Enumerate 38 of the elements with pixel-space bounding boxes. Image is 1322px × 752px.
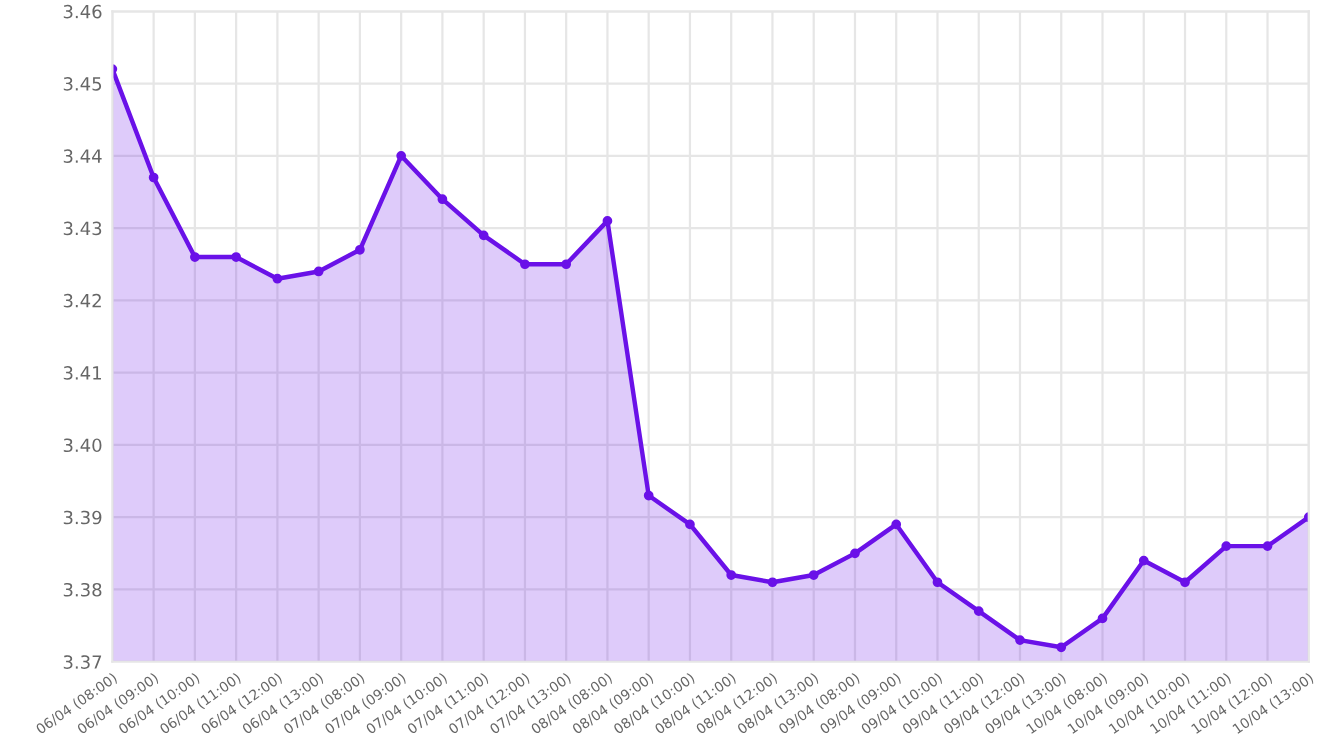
point [808, 570, 819, 580]
point [355, 244, 365, 255]
y-tick-label: 3.39 [63, 510, 102, 525]
point [190, 252, 200, 262]
point [850, 548, 860, 559]
point [726, 570, 737, 580]
point [1221, 541, 1232, 551]
y-tick-label: 3.42 [63, 293, 101, 308]
point [231, 252, 241, 262]
point [272, 273, 283, 284]
point [1097, 613, 1108, 624]
point [602, 216, 613, 226]
point [396, 150, 407, 161]
y-tick-label: 3.46 [63, 4, 102, 19]
point [932, 577, 943, 588]
point [478, 230, 489, 241]
y-tick-label: 3.37 [63, 655, 102, 669]
point [643, 490, 654, 501]
point [891, 519, 902, 530]
point [1262, 541, 1273, 551]
point [685, 519, 695, 530]
y-tick-label: 3.40 [63, 438, 102, 453]
point [1138, 555, 1149, 566]
point [767, 577, 778, 588]
point [1015, 635, 1025, 645]
point [1056, 642, 1067, 653]
point [313, 266, 324, 277]
y-tick-label: 3.41 [63, 366, 101, 380]
y-tick-label: 3.45 [63, 77, 102, 91]
point [973, 606, 984, 617]
y-tick-label: 3.43 [63, 221, 102, 236]
y-tick-label: 3.38 [63, 582, 102, 597]
point [520, 259, 530, 270]
y-tick-label: 3.44 [63, 149, 102, 163]
point [148, 172, 159, 183]
point [561, 259, 572, 270]
point [1180, 577, 1190, 588]
point [437, 194, 448, 205]
